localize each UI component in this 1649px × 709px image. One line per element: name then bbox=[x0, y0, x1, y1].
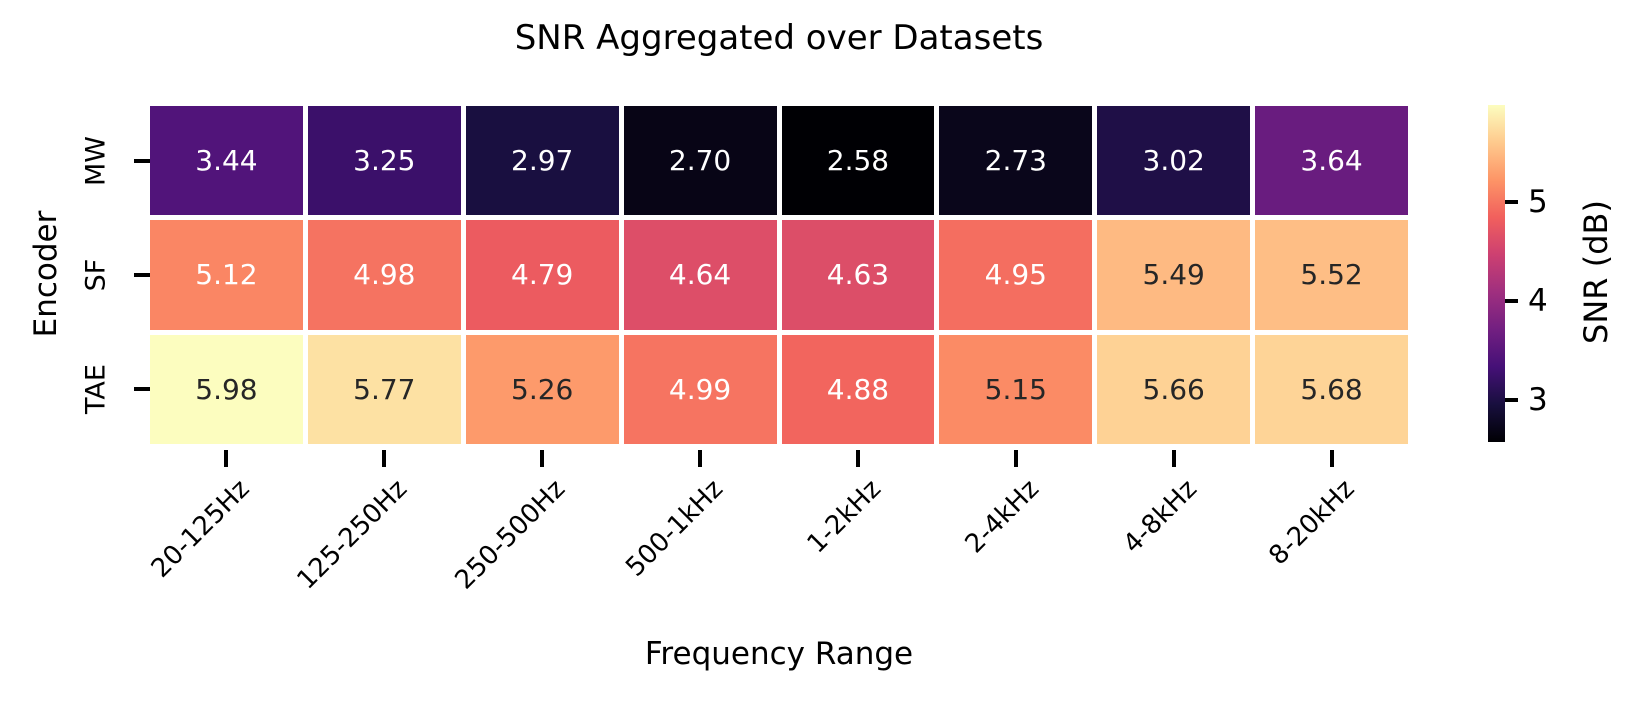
x-tick-label-250-500Hz: 250-500Hz bbox=[449, 474, 572, 596]
x-tick-label-125-250Hz: 125-250Hz bbox=[292, 474, 414, 596]
heatmap-cell-TAE-2-4kHz: 5.15 bbox=[939, 334, 1093, 444]
heatmap-grid: 3.44 3.25 2.97 2.70 2.58 2.73 3.02 3.64 5.12 4.98… bbox=[150, 106, 1408, 444]
colorbar-label: SNR (dB) bbox=[1577, 200, 1615, 344]
heatmap-cell-SF-20-125Hz: 5.12 bbox=[150, 220, 303, 330]
heatmap-cell-MW-125-250Hz: 3.25 bbox=[307, 106, 461, 216]
heatmap-cell-TAE-1-2kHz: 4.88 bbox=[781, 334, 935, 444]
heatmap-cell-SF-2-4kHz: 4.95 bbox=[939, 220, 1093, 330]
colorbar-tick-5 bbox=[1505, 200, 1518, 205]
heatmap-cell-TAE-20-125Hz: 5.98 bbox=[150, 334, 303, 444]
heatmap-cell-MW-4-8kHz: 3.02 bbox=[1097, 106, 1251, 216]
colorbar-tick-label-5: 5 bbox=[1528, 184, 1548, 221]
y-tick-MW bbox=[134, 158, 150, 163]
x-tick-2-4kHz bbox=[1013, 450, 1018, 467]
x-tick-label-2-4kHz: 2-4kHz bbox=[959, 474, 1046, 560]
y-tick-label-TAE: TAE bbox=[80, 364, 112, 415]
colorbar-tick-4 bbox=[1505, 299, 1518, 304]
x-tick-250-500Hz bbox=[540, 450, 545, 467]
x-tick-label-4-8kHz: 4-8kHz bbox=[1117, 474, 1203, 560]
heatmap-cell-MW-250-500Hz: 2.97 bbox=[465, 106, 619, 216]
heatmap-cell-MW-8-20kHz: 3.64 bbox=[1255, 106, 1408, 216]
heatmap-cell-MW-20-125Hz: 3.44 bbox=[150, 106, 303, 216]
chart-title: SNR Aggregated over Datasets bbox=[514, 18, 1044, 58]
colorbar-tick-label-4: 4 bbox=[1528, 283, 1548, 320]
heatmap-cell-SF-250-500Hz: 4.79 bbox=[465, 220, 619, 330]
heatmap-cell-TAE-4-8kHz: 5.66 bbox=[1097, 334, 1251, 444]
heatmap-cell-MW-500-1kHz: 2.70 bbox=[623, 106, 777, 216]
colorbar-tick-3 bbox=[1505, 398, 1518, 403]
x-tick-8-20kHz bbox=[1329, 450, 1334, 467]
heatmap-cell-TAE-500-1kHz: 4.99 bbox=[623, 334, 777, 444]
heatmap-cell-TAE-250-500Hz: 5.26 bbox=[465, 334, 619, 444]
x-axis-label: Frequency Range bbox=[644, 636, 914, 672]
x-tick-1-2kHz bbox=[855, 450, 860, 467]
x-tick-label-500-1kHz: 500-1kHz bbox=[620, 474, 730, 583]
y-axis-label: Encoder bbox=[28, 210, 64, 338]
heatmap-cell-SF-1-2kHz: 4.63 bbox=[781, 220, 935, 330]
y-tick-TAE bbox=[134, 387, 150, 392]
heatmap-cell-SF-500-1kHz: 4.64 bbox=[623, 220, 777, 330]
heatmap-cell-SF-4-8kHz: 5.49 bbox=[1097, 220, 1251, 330]
heatmap-cell-TAE-125-250Hz: 5.77 bbox=[307, 334, 461, 444]
x-tick-20-125Hz bbox=[224, 450, 229, 467]
y-tick-label-MW: MW bbox=[80, 135, 112, 186]
heatmap-cell-MW-2-4kHz: 2.73 bbox=[939, 106, 1093, 216]
x-tick-4-8kHz bbox=[1171, 450, 1176, 467]
colorbar bbox=[1488, 105, 1505, 442]
x-tick-125-250Hz bbox=[382, 450, 387, 467]
y-tick-label-SF: SF bbox=[80, 258, 112, 292]
heatmap-cell-TAE-8-20kHz: 5.68 bbox=[1255, 334, 1408, 444]
y-tick-SF bbox=[134, 273, 150, 277]
x-tick-label-1-2kHz: 1-2kHz bbox=[801, 474, 888, 560]
heatmap-cell-SF-125-250Hz: 4.98 bbox=[307, 220, 461, 330]
x-tick-label-8-20kHz: 8-20kHz bbox=[1263, 474, 1361, 572]
x-tick-label-20-125Hz: 20-125Hz bbox=[145, 474, 256, 584]
heatmap-cell-MW-1-2kHz: 2.58 bbox=[781, 106, 935, 216]
x-tick-500-1kHz bbox=[698, 450, 703, 467]
heatmap-cell-SF-8-20kHz: 5.52 bbox=[1255, 220, 1408, 330]
colorbar-tick-label-3: 3 bbox=[1528, 382, 1548, 419]
